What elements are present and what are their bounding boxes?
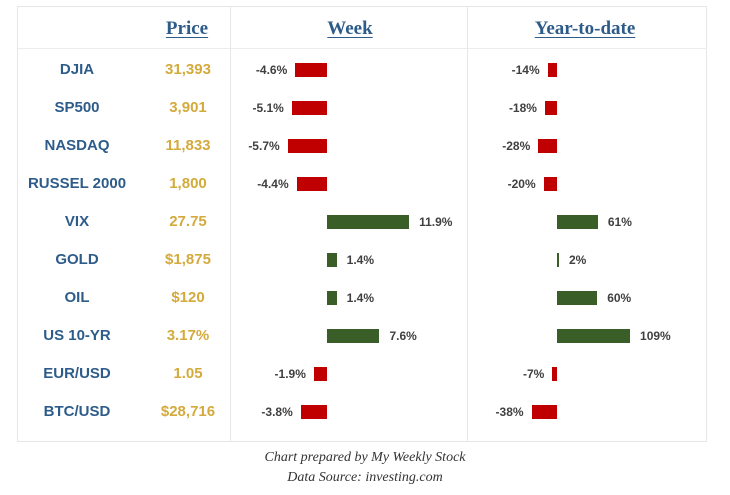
week-bar [313,367,327,381]
ticker-label: NASDAQ [44,137,110,154]
ytd-bar [557,253,559,267]
price-value: 31,393 [165,61,211,78]
table-frame [17,6,707,442]
week-bar [327,329,380,343]
table-row: US 10-YR 3.17% 7.6% 109% [17,317,707,355]
ytd-bar [552,367,557,381]
table-row: OIL $120 1.4% 60% [17,279,707,317]
week-pct-label: 1.4% [346,291,375,305]
ytd-bar [557,329,631,343]
table-row: GOLD $1,875 1.4% 2% [17,241,707,279]
price-value: 11,833 [165,137,211,154]
table-row: BTC/USD $28,716 -3.8% -38% [17,393,707,431]
week-pct-label: 7.6% [389,329,417,343]
week-bar [295,63,327,77]
ticker-label: US 10-YR [43,327,111,344]
footer: Chart prepared by My Weekly Stock Data S… [0,448,730,488]
week-pct-label: -4.6% [255,63,288,77]
header-divider [17,48,707,49]
week-bar [300,405,327,419]
price-value: $28,716 [160,403,216,420]
week-pct-label: -1.9% [274,367,306,381]
ytd-pct-label: -18% [508,101,537,115]
week-bar [296,177,327,191]
price-value: 3.17% [166,327,210,344]
ticker-label: GOLD [55,251,99,268]
table-row: VIX 27.75 11.9% 61% [17,203,707,241]
header-ytd: Year-to-date [534,18,636,39]
ticker-label: VIX [64,213,90,230]
footer-source: Data Source: investing.com [287,470,443,485]
price-value: 1,800 [169,175,207,192]
ytd-bar [543,177,557,191]
divider-ytd [467,6,468,442]
week-pct-label: -5.1% [252,101,284,115]
ticker-label: BTC/USD [43,403,111,420]
ytd-pct-label: -20% [507,177,536,191]
divider-week [230,6,231,442]
ytd-pct-label: 60% [607,291,632,305]
table-row: RUSSEL 2000 1,800 -4.4% -20% [17,165,707,203]
ytd-bar [538,139,557,153]
footer-credit: Chart prepared by My Weekly Stock [264,450,466,465]
week-pct-label: -4.4% [257,177,289,191]
price-value: 27.75 [169,213,207,230]
ytd-bar [544,101,557,115]
ytd-pct-label: -38% [495,405,524,419]
price-value: 1.05 [173,365,203,382]
week-bar [327,253,337,267]
price-value: $120 [171,289,205,306]
ytd-bar [557,215,598,229]
header-week: Week [327,18,373,39]
ytd-pct-label: 2% [569,253,587,267]
ticker-label: EUR/USD [43,365,111,382]
ytd-pct-label: 61% [607,215,632,229]
table-row: DJIA 31,393 -4.6% -14% [17,51,707,89]
ytd-bar [557,291,598,305]
ticker-label: OIL [64,289,90,306]
ytd-bar [531,405,557,419]
table-row: SP500 3,901 -5.1% -18% [17,89,707,127]
week-bar [327,291,337,305]
week-bar [291,101,327,115]
ticker-label: DJIA [59,61,95,78]
week-pct-label: 11.9% [419,215,453,229]
ytd-pct-label: -14% [511,63,540,77]
ytd-pct-label: -28% [502,139,531,153]
table-row: NASDAQ 11,833 -5.7% -28% [17,127,707,165]
week-bar [327,215,410,229]
ytd-bar [547,63,557,77]
week-pct-label: -3.8% [261,405,293,419]
week-pct-label: -5.7% [248,139,280,153]
header-price: Price [165,18,209,39]
ytd-pct-label: -7% [522,367,545,381]
table-row: EUR/USD 1.05 -1.9% -7% [17,355,707,393]
price-value: $1,875 [165,251,211,268]
ticker-label: SP500 [54,99,100,116]
week-pct-label: 1.4% [346,253,375,267]
week-bar [287,139,327,153]
ticker-label: RUSSEL 2000 [27,175,127,192]
ytd-pct-label: 109% [640,329,671,343]
price-value: 3,901 [169,99,207,116]
